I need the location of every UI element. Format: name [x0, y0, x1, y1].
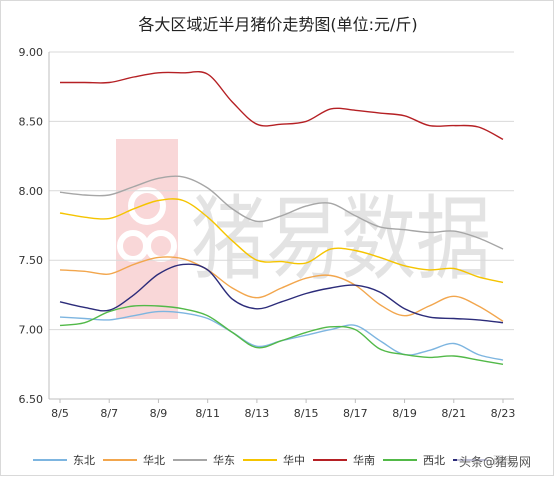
legend-label: 西北: [423, 454, 445, 467]
x-tick-label: 8/17: [343, 407, 368, 420]
x-tick-label: 8/19: [392, 407, 417, 420]
watermark-text: 猪易数据: [191, 186, 491, 293]
watermark: 猪易数据: [116, 139, 491, 319]
x-tick-label: 8/5: [51, 407, 69, 420]
y-tick-label: 8.50: [19, 115, 44, 128]
series-line-5: [60, 71, 504, 141]
series-line-7: [59, 263, 504, 324]
watermark-logo: [116, 139, 178, 319]
legend-label: 华南: [353, 454, 375, 467]
x-tick-label: 8/7: [100, 407, 118, 420]
legend-label: 华中: [283, 454, 305, 467]
x-tick-label: 8/15: [294, 407, 319, 420]
x-tick-label: 8/11: [195, 407, 220, 420]
legend-swatch: [383, 459, 417, 461]
series-line-3: [59, 175, 504, 250]
watermark-logo-ring: [128, 187, 166, 225]
legend-label: 华东: [213, 454, 235, 467]
series-line-4: [59, 198, 504, 284]
x-tick-label: 8/9: [150, 407, 168, 420]
legend-item: 华北: [103, 452, 165, 468]
series-line-6: [59, 304, 504, 365]
y-tick-label: 7.00: [19, 324, 44, 337]
axes: 6.50 7.00 7.50 8.00 8.50 9.00 8/5 8/7 8/9 8/11 8/1…: [19, 46, 516, 420]
legend-item: 东北: [33, 452, 95, 468]
x-tick-label: 8/13: [245, 407, 270, 420]
legend-swatch: [33, 459, 67, 461]
x-tick-label: 8/21: [441, 407, 466, 420]
y-tick-label: 7.50: [19, 254, 44, 267]
series-lines: [59, 71, 504, 365]
legend-swatch: [103, 459, 137, 461]
legend-label: 华北: [143, 454, 165, 467]
legend-item: 西北: [383, 452, 445, 468]
legend-swatch: [243, 459, 277, 461]
legend-swatch: [313, 459, 347, 461]
y-tick-label: 6.50: [19, 393, 44, 406]
watermark-logo-ring: [117, 230, 149, 262]
x-tick-label: 8/23: [491, 407, 516, 420]
series-line-2: [59, 256, 504, 322]
legend-swatch: [173, 459, 207, 461]
source-credit: 头条@猪易网: [457, 453, 534, 470]
legend-item: 华中: [243, 452, 305, 468]
legend-item: 华东: [173, 452, 235, 468]
watermark-logo-ring: [145, 230, 177, 262]
chart-title: 各大区域近半月猪价走势图(单位:元/斤): [138, 15, 418, 34]
y-tick-label: 9.00: [19, 46, 44, 59]
y-tick-label: 8.00: [19, 185, 44, 198]
legend-label: 东北: [73, 454, 95, 467]
legend-item: 华南: [313, 452, 375, 468]
